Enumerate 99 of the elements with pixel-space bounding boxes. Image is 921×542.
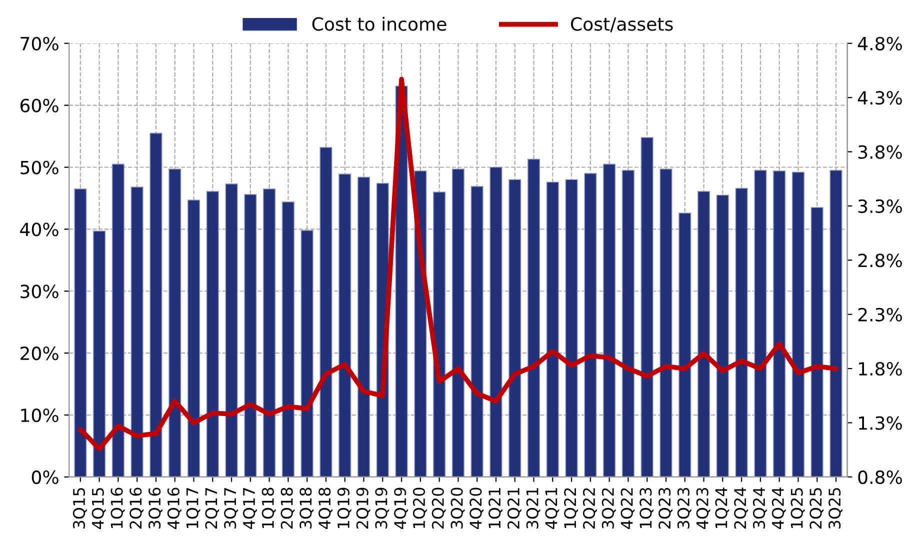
x-tick-label: 4Q18 <box>318 488 332 529</box>
bar <box>244 194 257 477</box>
x-tick-label: 3Q25 <box>828 488 842 529</box>
bar <box>300 230 314 477</box>
y2-tick-label: 4.3% <box>858 91 902 105</box>
x-tick-label: 4Q23 <box>696 488 710 529</box>
x-tick-label: 2Q20 <box>432 488 446 529</box>
y-tick-label: 70% <box>20 36 58 50</box>
x-tick-label: 1Q20 <box>412 488 427 528</box>
bar <box>640 137 654 477</box>
y-tick-label: 40% <box>20 222 58 236</box>
bar <box>810 207 824 477</box>
y2-tick-label: 3.8% <box>858 145 902 159</box>
x-tick-label: 2Q19 <box>356 488 370 529</box>
x-tick-label: 1Q18 <box>262 488 276 528</box>
x-tick-label: 1Q19 <box>337 488 352 528</box>
x-tick-label: 2Q22 <box>582 488 597 529</box>
bar <box>357 176 370 477</box>
legend-label: Cost/assets <box>570 17 673 32</box>
y2-tick-label: 1.3% <box>859 416 902 430</box>
bar <box>470 186 484 477</box>
bar <box>93 230 106 477</box>
x-tick-label: 3Q19 <box>375 488 390 529</box>
x-tick-label: 3Q22 <box>602 488 616 529</box>
x-tick-label: 2Q18 <box>280 488 295 529</box>
y-tick-label: 0% <box>32 470 58 484</box>
y2-tick-label: 3.3% <box>858 199 902 214</box>
x-tick-label: 3Q15 <box>72 488 87 529</box>
x-tick-label: 3Q20 <box>450 488 465 529</box>
y-tick-label: 10% <box>21 408 58 422</box>
bar <box>452 168 464 477</box>
x-tick-label: 4Q22 <box>620 488 635 529</box>
x-tick-label: 3Q21 <box>526 488 540 529</box>
bar <box>320 147 332 477</box>
x-tick-label: 1Q16 <box>110 488 125 528</box>
x-tick-label: 1Q22 <box>564 488 578 528</box>
bar <box>660 168 672 477</box>
y-tick-label: 50% <box>20 160 58 174</box>
x-tick-label: 1Q17 <box>186 488 200 528</box>
bar <box>697 190 710 477</box>
x-tick-label: 2Q17 <box>205 488 220 529</box>
bar <box>150 132 162 477</box>
y-tick-label: 60% <box>20 98 58 112</box>
x-tick-label: 3Q18 <box>300 488 314 529</box>
x-tick-label: 4Q21 <box>545 488 560 529</box>
bar <box>112 164 124 477</box>
y2-tick-label: 2.3% <box>858 308 902 322</box>
x-tick-label: 4Q19 <box>394 488 408 529</box>
line-series <box>78 76 838 452</box>
bar <box>187 200 200 477</box>
x-tick-label: 2Q24 <box>734 488 748 529</box>
bar <box>338 174 352 477</box>
bar <box>754 170 767 477</box>
bar <box>716 194 729 477</box>
y-tick-label: 20% <box>20 346 58 360</box>
bar <box>773 170 786 477</box>
bar <box>584 173 597 477</box>
bar <box>678 212 692 477</box>
bar <box>282 202 294 477</box>
legend-label: Cost to income <box>312 16 446 31</box>
y2-tick-label: 1.8% <box>859 362 902 376</box>
y2-tick-label: 4.8% <box>858 36 902 50</box>
y2-tick-label: 2.8% <box>858 254 902 268</box>
x-tick-label: 2Q25 <box>810 488 824 529</box>
bar <box>735 188 748 477</box>
x-tick-label: 3Q23 <box>677 488 692 529</box>
x-tick-label: 1Q21 <box>488 488 502 528</box>
x-tick-label: 4Q24 <box>772 488 786 529</box>
x-tick-label: 4Q20 <box>470 488 484 529</box>
y-tick-label: 30% <box>20 284 58 298</box>
x-tick-label: 3Q24 <box>752 488 767 529</box>
bar <box>622 170 634 477</box>
x-tick-label: 2Q21 <box>507 488 522 529</box>
bar <box>603 164 616 477</box>
x-tick-label: 4Q16 <box>167 488 182 529</box>
bar <box>546 182 559 477</box>
bar <box>830 170 842 477</box>
x-tick-label: 1Q24 <box>715 488 730 528</box>
bar <box>433 192 446 477</box>
bar <box>792 172 804 477</box>
x-tick-label: 1Q25 <box>790 488 805 528</box>
bar <box>263 188 276 477</box>
bar <box>565 179 578 477</box>
x-tick-label: 4Q15 <box>92 488 106 529</box>
bar <box>130 186 144 477</box>
x-tick-label: 2Q23 <box>658 488 672 529</box>
x-tick-label: 3Q17 <box>224 488 238 529</box>
x-tick-label: 1Q23 <box>640 488 654 528</box>
x-tick-label: 2Q16 <box>130 488 144 529</box>
bar <box>206 190 219 477</box>
bar <box>490 166 502 477</box>
x-tick-label: 4Q17 <box>242 488 257 529</box>
bar <box>225 184 238 477</box>
bar <box>168 168 182 477</box>
y2-tick-label: 0.8% <box>858 470 902 484</box>
bar <box>74 188 87 477</box>
bar <box>527 158 540 477</box>
bar <box>508 179 522 477</box>
x-tick-label: 3Q16 <box>148 488 162 529</box>
